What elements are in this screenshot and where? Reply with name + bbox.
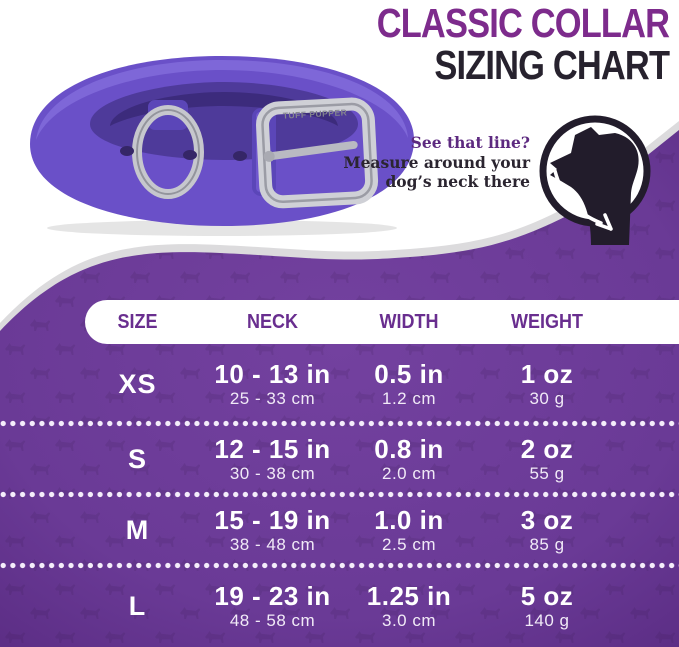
column-header-width: WIDTH: [379, 310, 439, 333]
size-value: S: [127, 443, 147, 474]
width-in: 1.25 in: [366, 580, 452, 611]
dotted-separator: [0, 420, 679, 427]
dog-head-icon: [534, 110, 656, 251]
measure-arrow-head: [595, 213, 613, 231]
neck-cm: 48 - 58 cm: [229, 610, 316, 630]
size-value: XS: [118, 368, 157, 399]
width-in: 1.0 in: [374, 504, 444, 535]
width-cm: 2.5 cm: [381, 534, 437, 554]
neck-in: 19 - 23 in: [214, 580, 331, 611]
note-heading: See that line?: [410, 133, 530, 152]
dotted-separator: [0, 562, 679, 569]
width-in: 0.5 in: [374, 358, 444, 389]
weight-g: 55 g: [529, 463, 565, 483]
column-header-neck: NECK: [246, 310, 298, 333]
table-row: XS 10 - 13 in 25 - 33 cm 0.5 in 1.2 cm 1…: [0, 348, 679, 420]
table-header-row: SIZE NECK WIDTH WEIGHT: [0, 300, 679, 344]
note-line1: Measure around your: [343, 152, 530, 172]
weight-oz: 5 oz: [520, 580, 574, 611]
collar-buckle: TUFF PUPPER: [256, 97, 379, 209]
measure-note: See that line? Measure around your dog’s…: [343, 133, 530, 192]
table-row: S 12 - 15 in 30 - 38 cm 0.8 in 2.0 cm 2 …: [0, 427, 679, 491]
weight-g: 30 g: [529, 388, 565, 408]
neck-in: 15 - 19 in: [214, 504, 331, 535]
width-in: 0.8 in: [374, 433, 444, 464]
neck-cm: 38 - 48 cm: [229, 534, 316, 554]
dog-silhouette: [550, 127, 639, 245]
column-header-size: SIZE: [117, 310, 158, 333]
weight-oz: 1 oz: [520, 358, 574, 389]
table-header-bar: [85, 300, 679, 344]
neck-cm: 30 - 38 cm: [229, 463, 316, 483]
note-line2: dog’s neck there: [385, 172, 530, 191]
table-row: L 19 - 23 in 48 - 58 cm 1.25 in 3.0 cm 5…: [0, 569, 679, 643]
collar-hole: [233, 151, 247, 161]
page-title: CLASSIC COLLAR SIZING CHART: [321, 0, 670, 88]
collar-hole: [120, 146, 134, 156]
width-cm: 2.0 cm: [381, 463, 437, 483]
buckle-prong: [265, 140, 358, 161]
weight-oz: 3 oz: [520, 504, 574, 535]
size-value: L: [128, 590, 147, 621]
measure-arrow: [553, 169, 603, 225]
width-cm: 3.0 cm: [381, 610, 437, 630]
width-cm: 1.2 cm: [381, 388, 437, 408]
collar-hole: [183, 150, 197, 160]
neck-in: 10 - 13 in: [214, 358, 331, 389]
dog-head-icon-svg: [539, 115, 651, 245]
collar-shadow: [47, 220, 397, 236]
weight-g: 85 g: [529, 534, 565, 554]
buckle-engraving-text: TUFF PUPPER: [283, 107, 348, 120]
size-value: M: [125, 514, 150, 545]
collar-illustration: TUFF PUPPER: [30, 56, 414, 236]
weight-g: 140 g: [524, 610, 570, 630]
title-sizing-chart: SIZING CHART: [434, 42, 670, 88]
dotted-separator: [0, 491, 679, 498]
neck-cm: 25 - 33 cm: [229, 388, 316, 408]
table-row: M 15 - 19 in 38 - 48 cm 1.0 in 2.5 cm 3 …: [0, 498, 679, 562]
neck-in: 12 - 15 in: [214, 433, 331, 464]
weight-oz: 2 oz: [520, 433, 574, 464]
collar-photo: TUFF PUPPER: [12, 48, 432, 243]
title-classic-collar: CLASSIC COLLAR: [376, 0, 670, 46]
column-header-weight: WEIGHT: [511, 310, 583, 333]
